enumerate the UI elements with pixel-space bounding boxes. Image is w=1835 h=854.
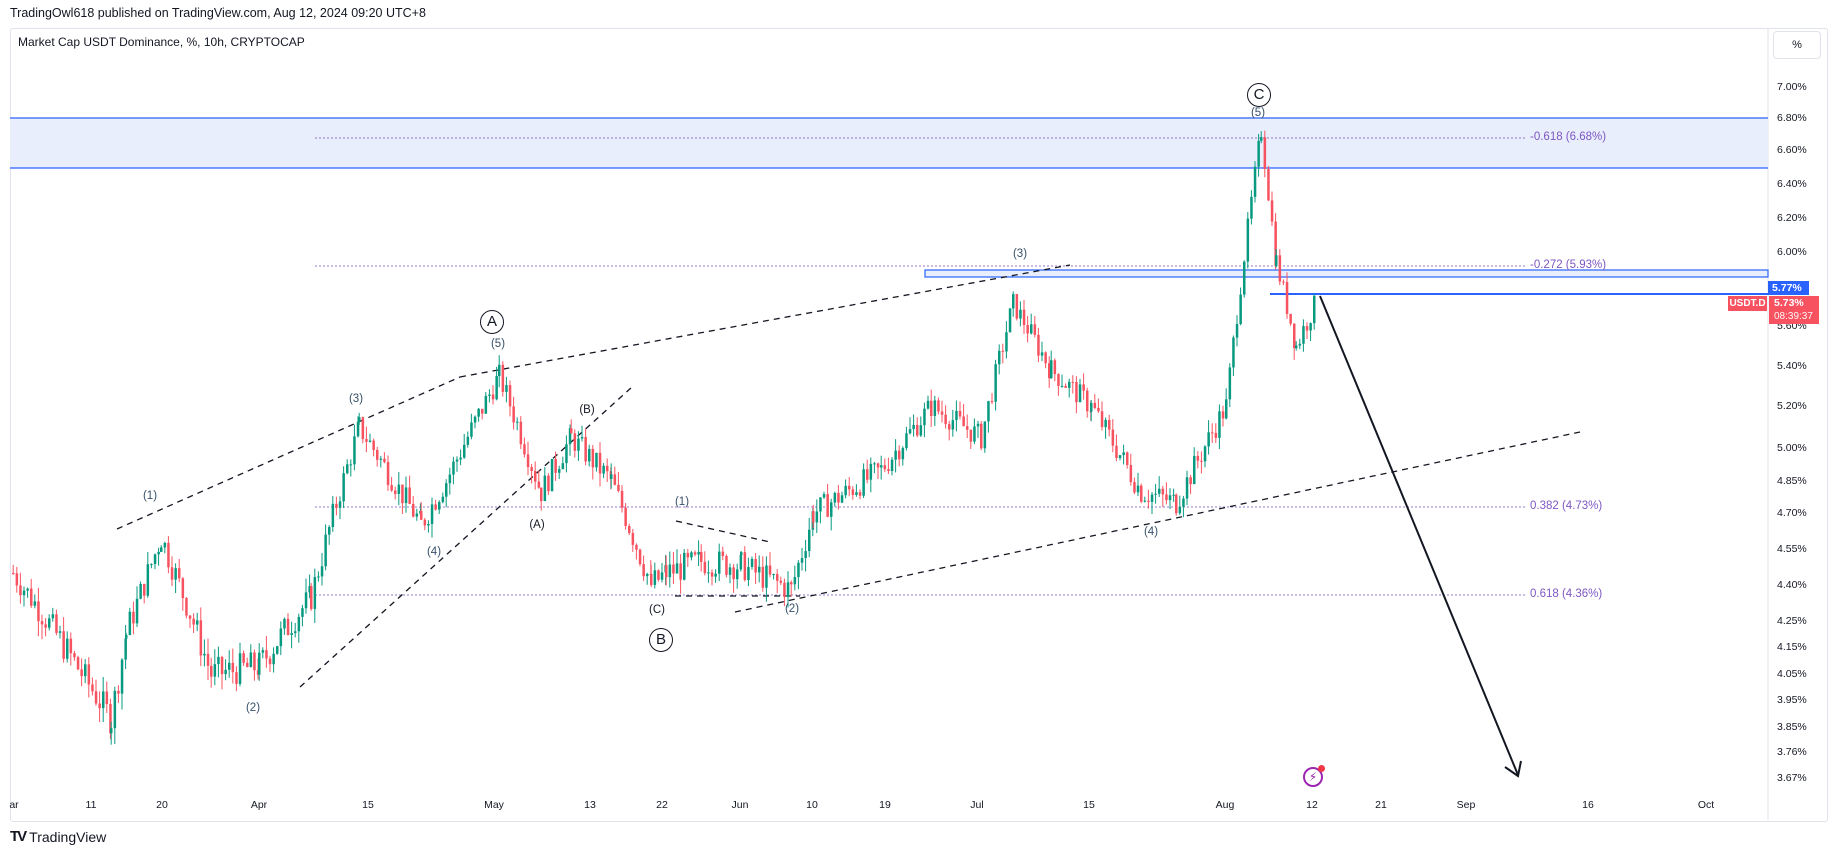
x-tick: Aug [1215, 799, 1235, 811]
x-tick: Jun [731, 799, 749, 811]
fib-label: 0.618 (4.36%) [1530, 588, 1603, 600]
wave-label: (1) [674, 496, 690, 508]
wave-label: (A) [529, 519, 545, 531]
fib-label: -0.272 (5.93%) [1530, 259, 1607, 271]
y-tick: 4.70% [1777, 507, 1807, 519]
wave-label: (3) [1012, 248, 1028, 260]
tradingview-logo[interactable]: TV TradingView [10, 828, 106, 845]
wave-label: (C) [649, 604, 665, 616]
candles [12, 130, 1316, 745]
x-tick: 16 [1582, 799, 1594, 811]
tradingview-wordmark: TradingView [29, 828, 107, 845]
x-tick: Jul [970, 799, 984, 811]
wave-label: (3) [348, 393, 364, 405]
fib-label: -0.618 (6.68%) [1530, 131, 1607, 143]
x-tick: Oct [1697, 799, 1715, 811]
y-tick: 6.40% [1777, 178, 1807, 190]
x-tick: 22 [656, 799, 668, 811]
x-tick: 12 [1306, 799, 1318, 811]
symbol-label: USDT.D [1728, 296, 1767, 311]
wave-circle-c: C [1247, 83, 1271, 107]
wave-label: (4) [426, 546, 442, 558]
y-tick: 5.00% [1777, 442, 1807, 454]
x-tick: 15 [362, 799, 374, 811]
fib-label: 0.382 (4.73%) [1530, 500, 1603, 512]
y-tick: 6.00% [1777, 246, 1807, 258]
y-tick: 6.20% [1777, 212, 1807, 224]
percent-scale-button[interactable]: % [1773, 31, 1821, 59]
last-price-label: 5.73% 08:39:37 [1769, 296, 1819, 324]
y-tick: 4.05% [1777, 668, 1807, 680]
chart-legend[interactable]: Market Cap USDT Dominance, %, 10h, CRYPT… [18, 35, 305, 49]
y-tick: 5.40% [1777, 360, 1807, 372]
y-tick: 4.40% [1777, 579, 1807, 591]
x-tick: 21 [1375, 799, 1387, 811]
y-tick: 3.76% [1777, 746, 1807, 758]
y-tick: 6.80% [1777, 112, 1807, 124]
wave-label: (B) [579, 404, 595, 416]
y-tick: 4.85% [1777, 475, 1807, 487]
y-tick: 5.20% [1777, 400, 1807, 412]
y-tick: 4.25% [1777, 615, 1807, 627]
wave-label: (5) [490, 338, 506, 350]
x-tick: 20 [156, 799, 168, 811]
y-tick: 4.15% [1777, 641, 1807, 653]
notification-dot [1318, 765, 1325, 772]
x-tick: 10 [806, 799, 818, 811]
wave-label: (2) [245, 702, 261, 714]
x-tick: 13 [584, 799, 596, 811]
y-tick: 7.00% [1777, 81, 1807, 93]
y-tick: 6.60% [1777, 144, 1807, 156]
wave-label: (4) [1143, 526, 1159, 538]
y-tick: 3.67% [1777, 772, 1807, 784]
x-tick: May [484, 799, 504, 811]
y-tick: 3.85% [1777, 721, 1807, 733]
last-price: 5.73% [1774, 297, 1804, 309]
lightning-event-icon[interactable]: ⚡ [1303, 765, 1325, 787]
wave-circle-b: B [649, 628, 673, 652]
x-tick: Apr [250, 799, 268, 811]
x-tick: 11 [85, 799, 97, 811]
x-tick: 15 [1083, 799, 1095, 811]
publisher-line: TradingOwl618 published on TradingView.c… [10, 6, 426, 20]
wave-label: (2) [784, 603, 800, 615]
y-tick: 4.55% [1777, 543, 1807, 555]
chart-frame [10, 28, 1828, 822]
wave-label: (5) [1250, 107, 1266, 119]
y-tick: 3.95% [1777, 694, 1807, 706]
bar-countdown: 08:39:37 [1774, 311, 1813, 322]
x-tick: Sep [1456, 799, 1476, 811]
x-tick: ar [9, 799, 19, 811]
horizontal-line-price-label: 5.77% [1768, 281, 1809, 295]
wave-label: (1) [142, 490, 158, 502]
wave-circle-a: A [480, 310, 504, 334]
x-tick: 19 [879, 799, 891, 811]
tradingview-mark-icon: TV [10, 828, 27, 845]
